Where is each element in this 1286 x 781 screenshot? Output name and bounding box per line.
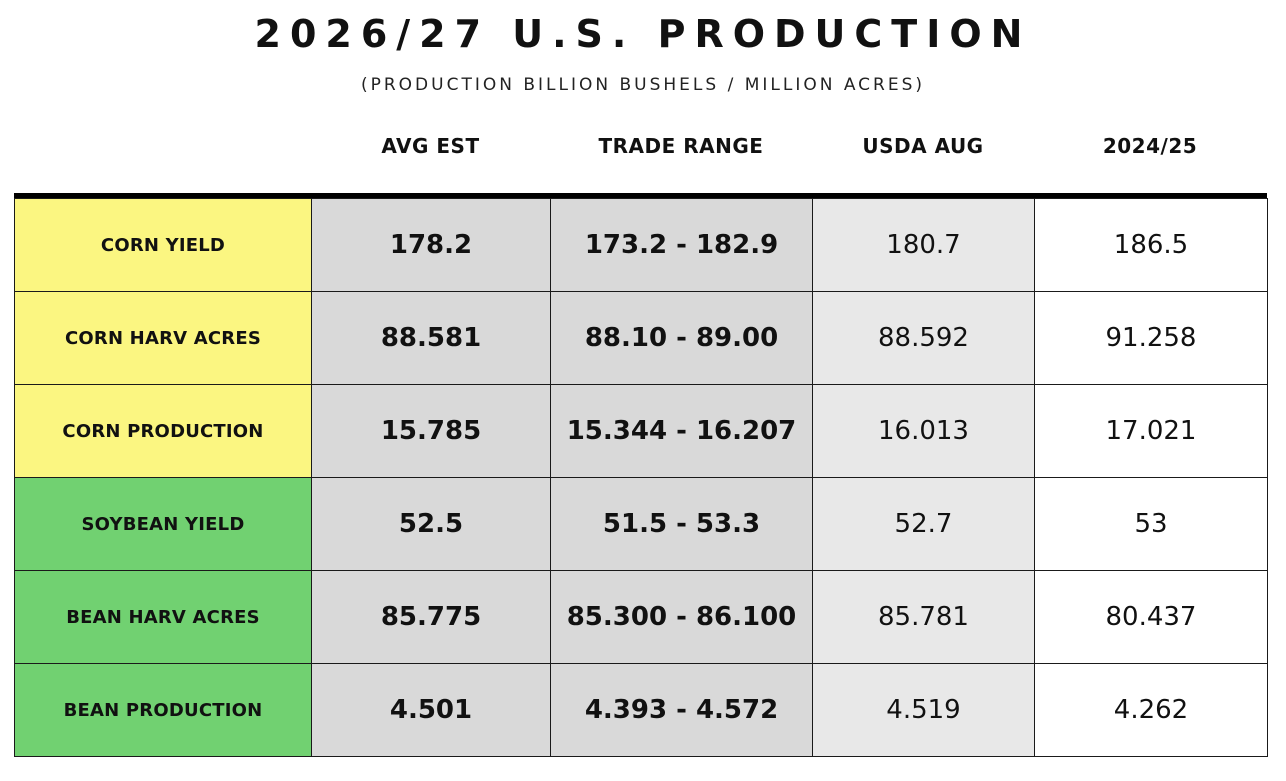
row-label: SOYBEAN YIELD: [14, 477, 312, 571]
table-row-bean-harv-acres: BEAN HARV ACRES 85.775 85.300 - 86.100 8…: [14, 570, 1268, 664]
trade-range-cell: 51.5 - 53.3: [550, 477, 813, 571]
trade-range-cell: 4.393 - 4.572: [550, 663, 813, 757]
usda-aug-cell: 16.013: [812, 384, 1035, 478]
avg-est-cell: 15.785: [311, 384, 551, 478]
column-header-prior-year: 2024/25: [1102, 134, 1198, 158]
avg-est-cell: 88.581: [311, 291, 551, 385]
avg-est-cell: 178.2: [311, 198, 551, 292]
row-label: CORN YIELD: [14, 198, 312, 292]
prior-year-cell: 4.262: [1034, 663, 1268, 757]
trade-range-cell: 173.2 - 182.9: [550, 198, 813, 292]
trade-range-cell: 85.300 - 86.100: [550, 570, 813, 664]
avg-est-cell: 4.501: [311, 663, 551, 757]
table-row-corn-production: CORN PRODUCTION 15.785 15.344 - 16.207 1…: [14, 384, 1268, 478]
row-label: CORN PRODUCTION: [14, 384, 312, 478]
usda-aug-cell: 88.592: [812, 291, 1035, 385]
usda-aug-cell: 85.781: [812, 570, 1035, 664]
column-header-usda-aug: USDA AUG: [862, 134, 984, 158]
column-headers: AVG EST TRADE RANGE USDA AUG 2024/25: [0, 131, 1286, 161]
prior-year-cell: 186.5: [1034, 198, 1268, 292]
prior-year-cell: 53: [1034, 477, 1268, 571]
table-row-corn-harv-acres: CORN HARV ACRES 88.581 88.10 - 89.00 88.…: [14, 291, 1268, 385]
usda-aug-cell: 180.7: [812, 198, 1035, 292]
page-subtitle: (PRODUCTION BILLION BUSHELS / MILLION AC…: [360, 75, 926, 95]
row-label: BEAN HARV ACRES: [14, 570, 312, 664]
table-row-corn-yield: CORN YIELD 178.2 173.2 - 182.9 180.7 186…: [14, 198, 1268, 292]
avg-est-cell: 85.775: [311, 570, 551, 664]
production-table: CORN YIELD 178.2 173.2 - 182.9 180.7 186…: [14, 198, 1268, 757]
column-header-avg-est: AVG EST: [381, 134, 480, 158]
page-title: 2026/27 U.S. PRODUCTION: [254, 12, 1032, 56]
avg-est-cell: 52.5: [311, 477, 551, 571]
prior-year-cell: 91.258: [1034, 291, 1268, 385]
trade-range-cell: 88.10 - 89.00: [550, 291, 813, 385]
row-label: CORN HARV ACRES: [14, 291, 312, 385]
usda-aug-cell: 52.7: [812, 477, 1035, 571]
trade-range-cell: 15.344 - 16.207: [550, 384, 813, 478]
table-row-bean-production: BEAN PRODUCTION 4.501 4.393 - 4.572 4.51…: [14, 663, 1268, 757]
table-row-soybean-yield: SOYBEAN YIELD 52.5 51.5 - 53.3 52.7 53: [14, 477, 1268, 571]
prior-year-cell: 17.021: [1034, 384, 1268, 478]
column-header-trade-range: TRADE RANGE: [598, 134, 764, 158]
usda-aug-cell: 4.519: [812, 663, 1035, 757]
row-label: BEAN PRODUCTION: [14, 663, 312, 757]
table-top-rule: [14, 193, 1267, 198]
prior-year-cell: 80.437: [1034, 570, 1268, 664]
